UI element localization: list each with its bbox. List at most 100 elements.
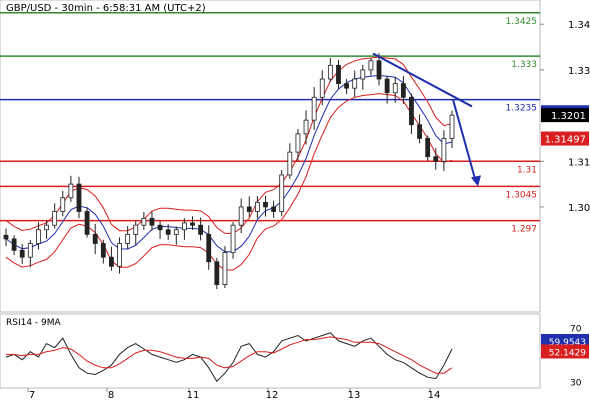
rsi-tag-label-0: 59.9543 (549, 338, 586, 348)
rsi-series-0 (5, 332, 453, 383)
candle-body (287, 151, 293, 176)
candle-body (222, 252, 228, 285)
candle-body (52, 211, 58, 226)
candle-body (327, 64, 333, 80)
candle-body (295, 133, 301, 153)
candle-body (133, 224, 139, 235)
candle-body (238, 206, 244, 226)
candle-body (36, 229, 41, 244)
y-tick-label: 1.33 (568, 66, 590, 77)
candle-body (60, 197, 66, 212)
level-label-2: 1.3235 (506, 104, 538, 114)
rsi-tag-bg-0 (541, 333, 589, 348)
y-tick-label: 1.31 (568, 157, 590, 168)
rsi-tag-bg-1 (541, 344, 589, 359)
chart-title: GBP/USD - 30min - 6:58:31 AM (UTC+2) (6, 3, 206, 14)
trendline-layer (372, 52, 481, 187)
rsi-layer (5, 332, 453, 383)
x-tick-label: 7 (29, 390, 35, 400)
level-label-0: 1.3425 (506, 17, 538, 27)
candle-body (44, 224, 49, 231)
axis-layer: 1.341.331.311.301.320731.32011.314977050… (27, 20, 590, 401)
candle-body (425, 138, 431, 158)
candle-body (198, 224, 204, 235)
level-label-1: 1.333 (511, 60, 537, 70)
candle-body (165, 229, 171, 235)
candle-body (246, 206, 252, 212)
candle-body (376, 60, 382, 80)
rsi-tick-label: 30 (570, 378, 582, 388)
candle-body (368, 60, 374, 71)
candle-body (117, 243, 122, 267)
projection-arrow-line (452, 99, 477, 183)
level-label-4: 1.3045 (506, 190, 538, 200)
candle-body (11, 238, 17, 251)
candle-body (100, 243, 106, 258)
x-tick-label: 14 (428, 390, 441, 400)
candle-body (271, 206, 277, 212)
candle-body (384, 78, 390, 94)
x-tick-label: 13 (348, 390, 361, 400)
candle-body (84, 211, 90, 235)
candle-body (27, 243, 33, 258)
x-tick-label: 8 (108, 390, 114, 400)
candle-body (303, 119, 309, 135)
candle-body (181, 222, 187, 231)
candle-body (92, 233, 98, 244)
candle-body (319, 78, 325, 98)
candle-body (190, 222, 195, 226)
candle-body (441, 138, 447, 162)
candle-body (19, 249, 25, 258)
candles-layer (3, 53, 455, 290)
rsi-tag-label-1: 52.1429 (549, 348, 586, 358)
bollinger-lower (5, 93, 453, 271)
candle-body (449, 114, 455, 139)
y-tick-label: 1.34 (568, 20, 590, 31)
main-plot-frame (0, 0, 541, 313)
candle-body (173, 229, 179, 235)
x-tick-label: 12 (266, 390, 279, 400)
candle-body (157, 224, 163, 231)
price-tag-bg-1 (541, 108, 589, 123)
candle-body (279, 174, 285, 212)
price-tag-label-2: 1.31497 (545, 135, 586, 146)
candle-body (141, 217, 147, 226)
candle-body (109, 256, 114, 267)
candle-body (352, 78, 358, 89)
candle-body (344, 83, 349, 89)
candle-body (3, 234, 9, 240)
candle-body (68, 183, 74, 199)
candle-body (125, 233, 131, 244)
candle-body (409, 96, 414, 126)
rsi-plot-frame (0, 313, 541, 389)
candle-body (149, 217, 155, 226)
candle-body (360, 69, 366, 80)
candle-body (206, 233, 212, 263)
x-tick-label: 11 (187, 390, 200, 400)
candle-body (214, 261, 220, 285)
candle-body (311, 96, 317, 121)
level-label-5: 1.297 (511, 225, 537, 235)
candle-body (400, 83, 406, 98)
resistance-trendline (372, 52, 473, 108)
candle-body (76, 183, 82, 212)
candle-body (230, 224, 236, 254)
y-tick-label: 1.30 (568, 203, 590, 214)
moving-average (5, 74, 453, 253)
candle-body (254, 201, 260, 212)
price-tag-label-1: 1.3201 (551, 111, 586, 122)
price-tag-bg-2 (541, 131, 589, 146)
levels-layer: 1.3425 1.333 1.3235 1.31 1.3045 1.297 (0, 12, 540, 235)
candle-body (433, 156, 439, 162)
candle-body (336, 64, 341, 84)
rsi-title: RSI14 - 9MA (6, 318, 62, 328)
candle-body (263, 201, 268, 208)
level-label-3: 1.31 (517, 165, 537, 175)
rsi-tick-label: 70 (570, 324, 582, 334)
projection-arrow-head (471, 175, 481, 187)
candle-body (417, 124, 422, 139)
candle-body (392, 83, 398, 94)
rsi-series-1 (6, 336, 453, 374)
